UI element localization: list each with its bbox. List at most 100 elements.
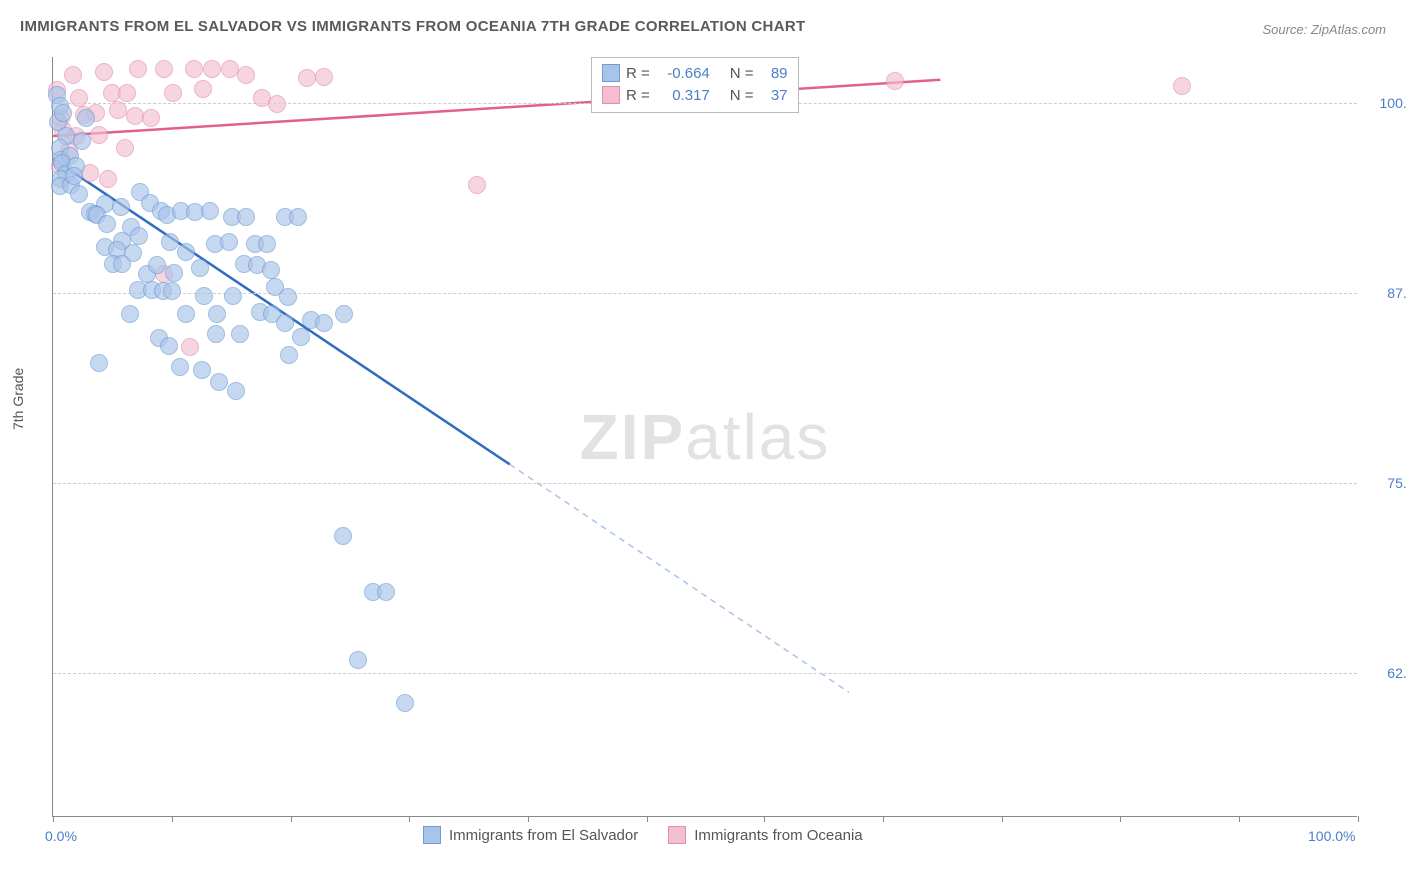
plot-area: ZIPatlas 62.5%75.0%87.5%100.0%0.0%100.0%… [52, 57, 1357, 817]
data-point [185, 60, 203, 78]
data-point [315, 314, 333, 332]
data-point [112, 198, 130, 216]
data-point [90, 354, 108, 372]
data-point [335, 305, 353, 323]
gridline [53, 483, 1357, 484]
data-point [171, 358, 189, 376]
data-point [237, 66, 255, 84]
x-tick [1120, 816, 1121, 822]
y-tick-label: 75.0% [1367, 475, 1406, 491]
data-point [258, 235, 276, 253]
data-point [164, 84, 182, 102]
data-point [203, 60, 221, 78]
data-point [396, 694, 414, 712]
gridline [53, 293, 1357, 294]
data-point [155, 60, 173, 78]
data-point [109, 101, 127, 119]
series-legend-item: Immigrants from El Salvador [423, 826, 638, 844]
legend-swatch [602, 86, 620, 104]
data-point [268, 95, 286, 113]
data-point [280, 346, 298, 364]
data-point [129, 60, 147, 78]
data-point [237, 208, 255, 226]
data-point [220, 233, 238, 251]
legend-n-value: 89 [760, 65, 788, 82]
legend-row: R = -0.664 N = 89 [602, 62, 788, 84]
watermark-bold: ZIP [580, 401, 686, 473]
legend-swatch [668, 826, 686, 844]
data-point [224, 287, 242, 305]
data-point [194, 80, 212, 98]
series-legend-label: Immigrants from El Salvador [449, 827, 638, 844]
watermark: ZIPatlas [580, 400, 831, 474]
data-point [349, 651, 367, 669]
data-point [148, 256, 166, 274]
data-point [113, 255, 131, 273]
data-point [207, 325, 225, 343]
x-tick [53, 816, 54, 822]
series-legend-item: Immigrants from Oceania [668, 826, 862, 844]
x-tick [1358, 816, 1359, 822]
legend-r-value: 0.317 [656, 87, 710, 104]
data-point [64, 66, 82, 84]
legend-n-label: N = [730, 87, 754, 104]
legend-n-value: 37 [760, 87, 788, 104]
x-tick [764, 816, 765, 822]
y-tick-label: 62.5% [1367, 665, 1406, 681]
watermark-light: atlas [685, 401, 830, 473]
y-tick-label: 100.0% [1367, 95, 1406, 111]
data-point [142, 109, 160, 127]
data-point [160, 337, 178, 355]
data-point [191, 259, 209, 277]
series-legend-label: Immigrants from Oceania [694, 827, 862, 844]
data-point [195, 287, 213, 305]
correlation-legend: R = -0.664 N = 89 R = 0.317 N = 37 [591, 57, 799, 113]
data-point [118, 84, 136, 102]
data-point [262, 261, 280, 279]
data-point [165, 264, 183, 282]
x-tick [528, 816, 529, 822]
legend-r-label: R = [626, 87, 650, 104]
data-point [181, 338, 199, 356]
data-point [231, 325, 249, 343]
data-point [121, 305, 139, 323]
data-point [73, 132, 91, 150]
data-point [95, 63, 113, 81]
data-point [99, 170, 117, 188]
x-tick [172, 816, 173, 822]
data-point [292, 328, 310, 346]
data-point [177, 305, 195, 323]
data-point [298, 69, 316, 87]
y-axis-label: 7th Grade [10, 368, 26, 430]
x-tick-label: 0.0% [45, 828, 77, 844]
data-point [279, 288, 297, 306]
data-point [201, 202, 219, 220]
data-point [1173, 77, 1191, 95]
x-tick [409, 816, 410, 822]
data-point [468, 176, 486, 194]
legend-r-value: -0.664 [656, 65, 710, 82]
x-tick [647, 816, 648, 822]
source-label: Source: ZipAtlas.com [1262, 22, 1386, 37]
x-tick [1002, 816, 1003, 822]
data-point [77, 109, 95, 127]
data-point [886, 72, 904, 90]
data-point [227, 382, 245, 400]
data-point [193, 361, 211, 379]
data-point [130, 227, 148, 245]
data-point [116, 139, 134, 157]
chart-title: IMMIGRANTS FROM EL SALVADOR VS IMMIGRANT… [20, 18, 805, 35]
data-point [70, 89, 88, 107]
legend-swatch [602, 64, 620, 82]
gridline [53, 673, 1357, 674]
legend-n-label: N = [730, 65, 754, 82]
legend-r-label: R = [626, 65, 650, 82]
data-point [163, 282, 181, 300]
x-tick [883, 816, 884, 822]
x-tick [1239, 816, 1240, 822]
data-point [54, 104, 72, 122]
data-point [334, 527, 352, 545]
data-point [65, 167, 83, 185]
data-point [70, 185, 88, 203]
data-point [210, 373, 228, 391]
